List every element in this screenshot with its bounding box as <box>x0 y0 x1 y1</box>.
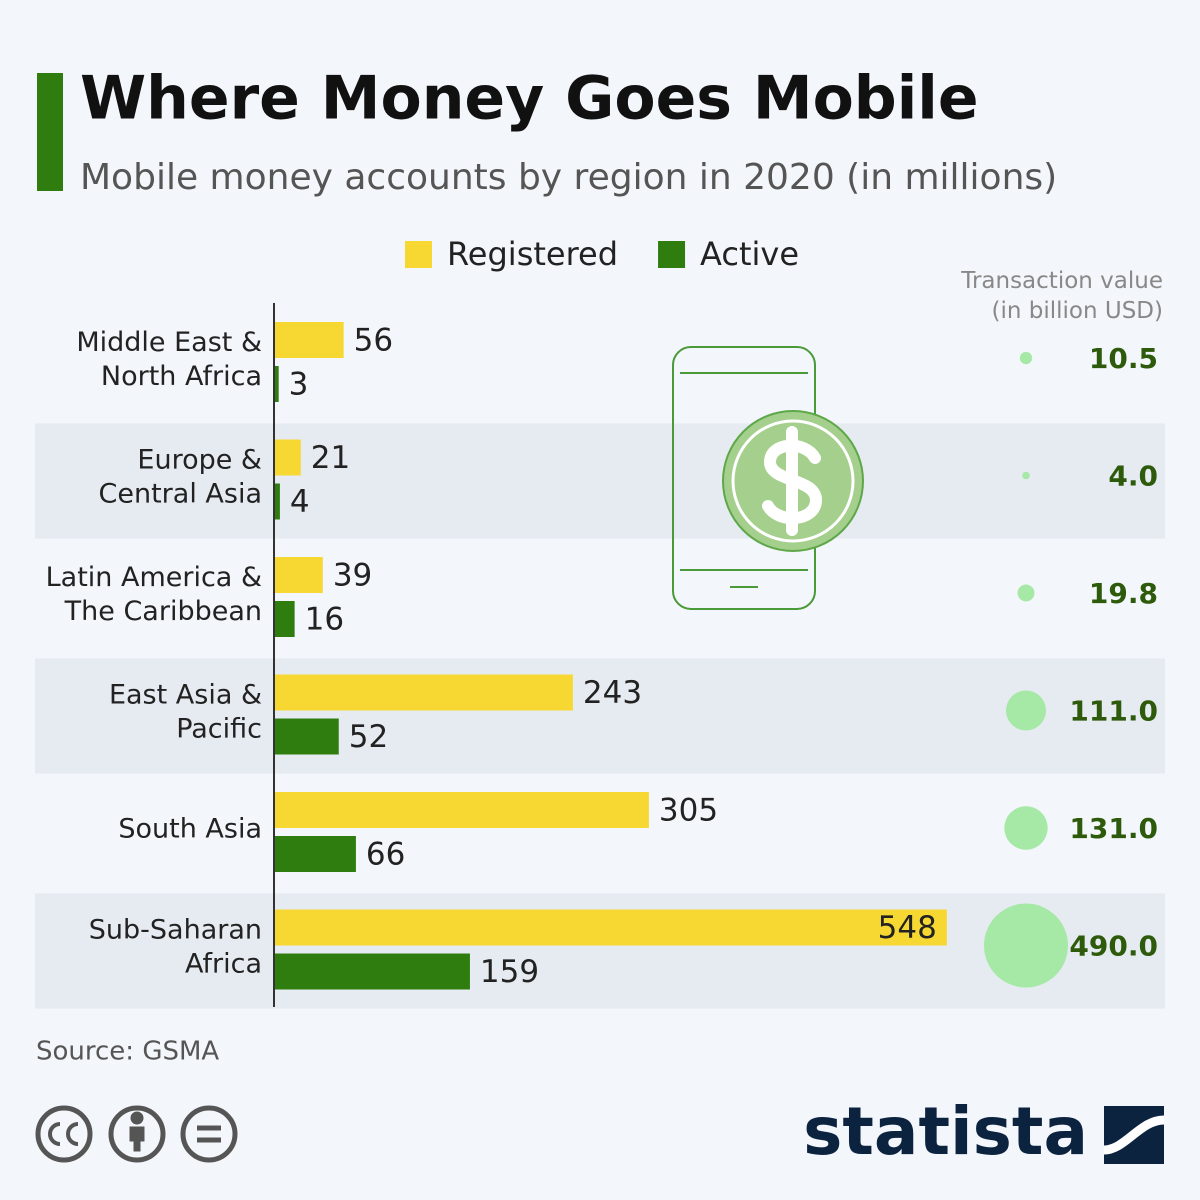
category-label: Latin America & The Caribbean <box>46 562 262 627</box>
bar <box>275 557 323 593</box>
bubble-label: 131.0 <box>1069 812 1158 845</box>
bubble <box>1022 471 1030 480</box>
value-label: 21 <box>311 440 350 476</box>
value-label: 52 <box>349 719 388 755</box>
value-label: 39 <box>333 558 372 594</box>
bubble-header: Transaction value (in billion USD) <box>960 268 1163 324</box>
category-label: Middle East & North Africa <box>76 327 262 392</box>
legend-swatch <box>405 241 432 268</box>
row-band <box>35 658 1165 774</box>
bubble <box>1019 351 1033 365</box>
value-label: 16 <box>305 602 344 638</box>
category-label: East Asia & Pacific <box>109 679 262 744</box>
legend-label: Registered <box>447 235 618 273</box>
chart-title: Where Money Goes Mobile <box>80 64 979 134</box>
brand-mark <box>1103 1106 1165 1164</box>
bar <box>275 792 649 828</box>
value-label: 4 <box>290 484 310 520</box>
bubble-label: 19.8 <box>1089 577 1158 610</box>
category-label: Europe & Central Asia <box>99 444 262 509</box>
bar <box>275 909 947 946</box>
value-label: 305 <box>659 793 718 829</box>
value-label: 159 <box>480 954 539 990</box>
legend-label: Active <box>700 235 799 273</box>
chart-subtitle: Mobile money accounts by region in 2020 … <box>80 157 1057 198</box>
bar <box>275 836 356 872</box>
title-accent <box>37 73 63 191</box>
category-label: South Asia <box>118 814 262 845</box>
bar <box>275 601 295 637</box>
value-label: 3 <box>289 367 309 403</box>
bubble-label: 10.5 <box>1089 342 1158 375</box>
row-band <box>35 423 1165 539</box>
bubble <box>1006 690 1046 731</box>
category-label: Sub-Saharan Africa <box>89 914 262 979</box>
value-label: 56 <box>354 323 393 359</box>
bar <box>275 674 573 711</box>
bubble <box>984 903 1068 988</box>
bar <box>275 439 301 476</box>
bubble <box>1004 806 1048 850</box>
bar <box>275 322 344 358</box>
bar <box>275 718 339 755</box>
bar <box>275 953 470 990</box>
bar <box>275 366 279 402</box>
phone-icon <box>672 346 864 610</box>
value-label: 243 <box>583 675 642 711</box>
bubble <box>1017 584 1035 602</box>
bubble-label: 111.0 <box>1069 695 1158 728</box>
brand-logo: statista <box>803 1093 1088 1170</box>
license-icons <box>35 1105 238 1163</box>
bubble-label: 4.0 <box>1108 460 1158 493</box>
bar <box>275 483 280 520</box>
bubble-label: 490.0 <box>1069 930 1158 963</box>
legend-swatch <box>658 241 686 268</box>
value-label: 548 <box>878 910 937 946</box>
value-label: 66 <box>366 837 405 873</box>
source: Source: GSMA <box>36 1037 219 1067</box>
